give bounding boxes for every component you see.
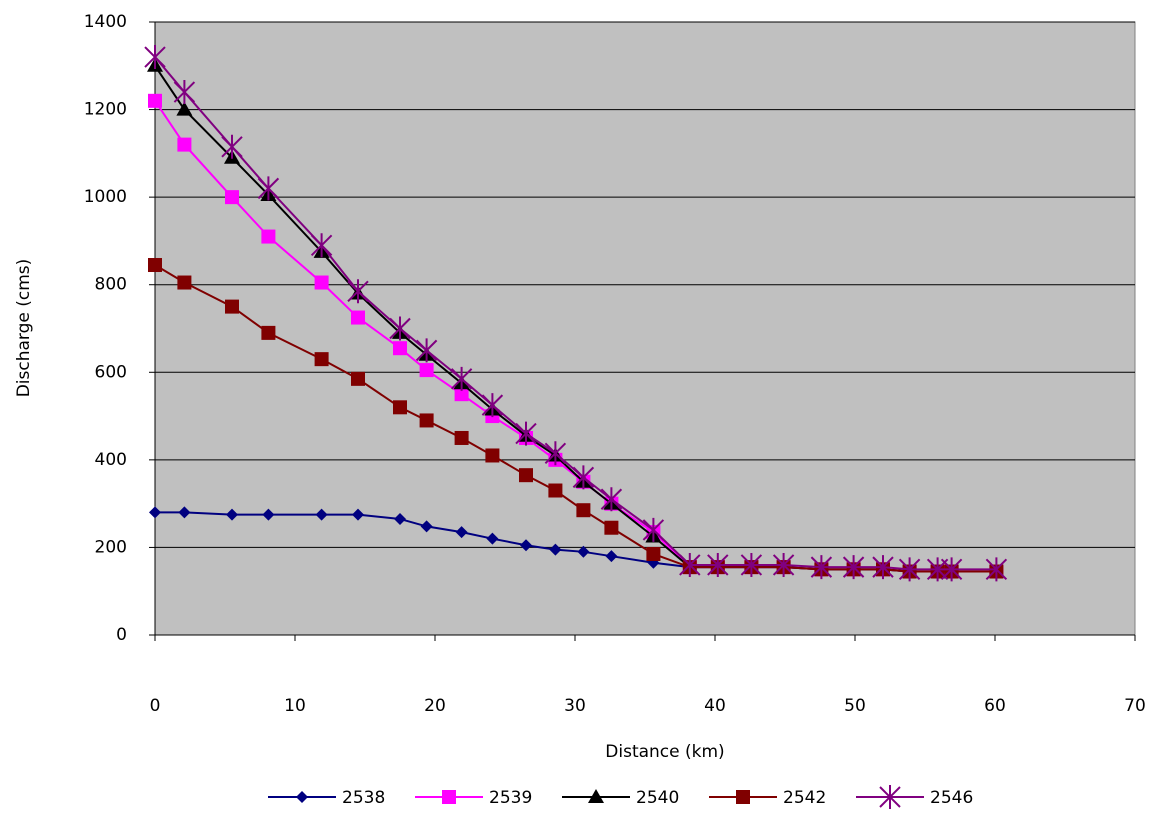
- x-tick-label: 10: [284, 696, 306, 716]
- y-tick-label: 400: [95, 450, 127, 470]
- marker: [225, 190, 239, 204]
- y-tick-label: 1200: [84, 100, 127, 120]
- x-axis-label: Distance (km): [605, 742, 724, 762]
- marker: [455, 431, 469, 445]
- legend-marker: [442, 790, 456, 804]
- marker: [351, 311, 365, 325]
- marker: [604, 521, 618, 535]
- x-tick-label: 60: [984, 696, 1006, 716]
- marker: [177, 276, 191, 290]
- marker: [393, 341, 407, 355]
- marker: [485, 448, 499, 462]
- marker: [393, 400, 407, 414]
- marker: [351, 372, 365, 386]
- marker: [261, 230, 275, 244]
- page: Distance (km) Discharge (cms) 0200400600…: [0, 0, 1154, 836]
- chart: Distance (km) Discharge (cms) 0200400600…: [0, 0, 1154, 836]
- x-tick-label: 40: [704, 696, 726, 716]
- x-tick-label: 30: [564, 696, 586, 716]
- legend-marker: [736, 790, 750, 804]
- legend-label: 2546: [930, 788, 973, 808]
- marker: [148, 258, 162, 272]
- x-tick-label: 20: [424, 696, 446, 716]
- y-tick-label: 0: [116, 625, 127, 645]
- marker: [315, 352, 329, 366]
- y-tick-label: 800: [95, 275, 127, 295]
- legend-marker: [296, 791, 308, 803]
- marker: [519, 468, 533, 482]
- marker: [576, 503, 590, 517]
- marker: [420, 413, 434, 427]
- legend-label: 2538: [342, 788, 385, 808]
- marker: [646, 547, 660, 561]
- marker: [177, 138, 191, 152]
- legend-label: 2540: [636, 788, 679, 808]
- legend-label: 2539: [489, 788, 532, 808]
- y-axis-label: Discharge (cms): [14, 259, 34, 398]
- marker: [225, 300, 239, 314]
- y-tick-label: 200: [95, 537, 127, 557]
- x-tick-label: 0: [150, 696, 161, 716]
- plot-area: [155, 22, 1135, 635]
- y-tick-label: 1400: [84, 12, 127, 32]
- marker: [315, 276, 329, 290]
- y-tick-label: 1000: [84, 187, 127, 207]
- marker: [148, 94, 162, 108]
- marker: [420, 363, 434, 377]
- marker: [548, 484, 562, 498]
- legend-label: 2542: [783, 788, 826, 808]
- x-tick-label: 50: [844, 696, 866, 716]
- x-tick-label: 70: [1124, 696, 1146, 716]
- y-tick-label: 600: [95, 362, 127, 382]
- marker: [261, 326, 275, 340]
